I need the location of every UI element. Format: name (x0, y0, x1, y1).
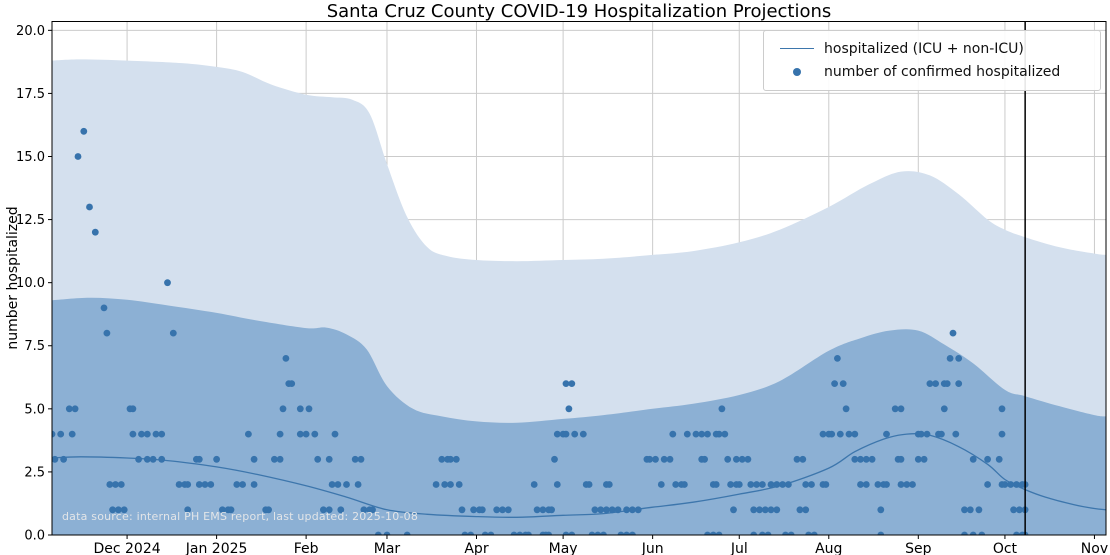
x-tick-label: Jan 2025 (185, 541, 248, 555)
hospitalized-projection-line (52, 432, 1106, 518)
confirmed-hospitalized-points (52, 127, 1029, 535)
axis-tick-labels: Dec 2024 Jan 2025 Feb Mar Apr May Jun Jul Aug Sep… (16, 24, 1108, 555)
legend: hospitalized (ICU + non-ICU) number of c… (763, 30, 1101, 91)
dot-swatch (793, 67, 801, 76)
x-tick-label: Apr (464, 541, 488, 555)
x-tick-label: Nov (1081, 541, 1108, 555)
legend-item-scatter: number of confirmed hospitalized (774, 60, 1090, 83)
y-tick-label: 10.0 (16, 276, 45, 291)
dot-swatch-wrap (780, 67, 814, 76)
y-axis-label: number hospitalized (5, 206, 21, 350)
x-tick-label: Aug (815, 541, 842, 555)
data-source-note: data source: internal PH EMS report, las… (62, 510, 419, 523)
y-tick-label: 12.5 (16, 213, 45, 228)
inner-projection-band (52, 297, 1106, 535)
x-tick-label: Jul (730, 541, 748, 555)
y-tick-label: 0.0 (24, 529, 45, 544)
y-tick-label: 7.5 (24, 339, 45, 354)
legend-scatter-label: number of confirmed hospitalized (824, 63, 1061, 80)
y-tick-label: 2.5 (24, 465, 45, 480)
chart-title: Santa Cruz County COVID-19 Hospitalizati… (326, 1, 832, 22)
line-swatch (780, 48, 814, 49)
x-tick-label: Sep (905, 541, 932, 555)
x-tick-label: Oct (993, 541, 1018, 555)
axis-ticks (48, 29, 1095, 539)
x-tick-label: Mar (374, 541, 401, 555)
axes-spines (51, 21, 1107, 536)
x-tick-label: Jun (641, 541, 664, 555)
y-tick-label: 17.5 (16, 87, 45, 102)
x-tick-label: Feb (294, 541, 319, 555)
y-tick-label: 5.0 (24, 402, 45, 417)
y-tick-label: 15.0 (16, 150, 45, 165)
y-tick-label: 20.0 (16, 24, 45, 39)
x-tick-label: May (549, 541, 578, 555)
legend-line-label: hospitalized (ICU + non-ICU) (824, 40, 1024, 57)
x-tick-label: Dec 2024 (93, 541, 160, 555)
legend-item-line: hospitalized (ICU + non-ICU) (774, 37, 1090, 60)
